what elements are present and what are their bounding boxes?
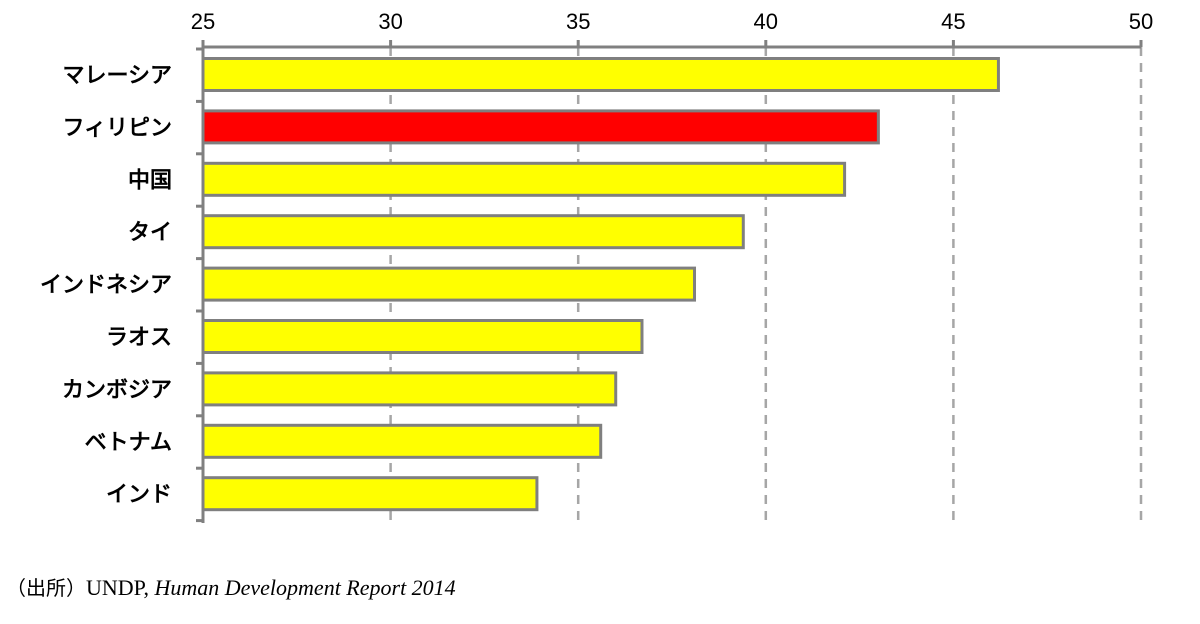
x-tick-label-35: 35 bbox=[566, 9, 590, 34]
source-org: UNDP bbox=[86, 575, 144, 600]
source-prefix: （出所） bbox=[6, 576, 86, 600]
category-label-1: フィリピン bbox=[62, 116, 172, 141]
category-label-8: インド bbox=[106, 483, 172, 508]
source-separator: , bbox=[143, 575, 155, 600]
axes bbox=[196, 40, 1143, 523]
bar-0 bbox=[201, 57, 1000, 92]
source-note: （出所）UNDP, Human Development Report 2014 bbox=[6, 572, 456, 601]
x-tick-label-50: 50 bbox=[1129, 9, 1153, 34]
category-label-0: マレーシア bbox=[62, 64, 172, 89]
bar-chart: 25 30 35 40 45 50 マレーシアフィリピン中国タイインドネシアラオスカンボジ… bbox=[40, 9, 1153, 523]
bar-2 bbox=[201, 161, 847, 197]
x-tick-label-30: 30 bbox=[378, 9, 402, 34]
bar-6 bbox=[201, 371, 618, 407]
bar-3 bbox=[201, 214, 745, 250]
category-label-6: カンボジア bbox=[62, 378, 172, 403]
bar-8 bbox=[201, 476, 539, 512]
category-label-5: ラオス bbox=[106, 326, 172, 351]
bar-4 bbox=[201, 266, 697, 302]
bars bbox=[201, 57, 1000, 512]
category-label-4: インドネシア bbox=[40, 273, 172, 298]
x-tick-label-40: 40 bbox=[754, 9, 778, 34]
tick-labels: 25 30 35 40 45 50 bbox=[191, 9, 1153, 34]
category-label-7: ベトナム bbox=[85, 430, 172, 455]
bar-1 bbox=[201, 109, 880, 145]
x-tick-label-45: 45 bbox=[941, 9, 965, 34]
category-label-3: タイ bbox=[128, 221, 172, 246]
source-title: Human Development Report 2014 bbox=[154, 575, 456, 600]
bar-5 bbox=[201, 319, 644, 354]
x-tick-label-25: 25 bbox=[191, 9, 215, 34]
bar-7 bbox=[201, 423, 603, 459]
category-label-2: 中国 bbox=[128, 168, 172, 193]
